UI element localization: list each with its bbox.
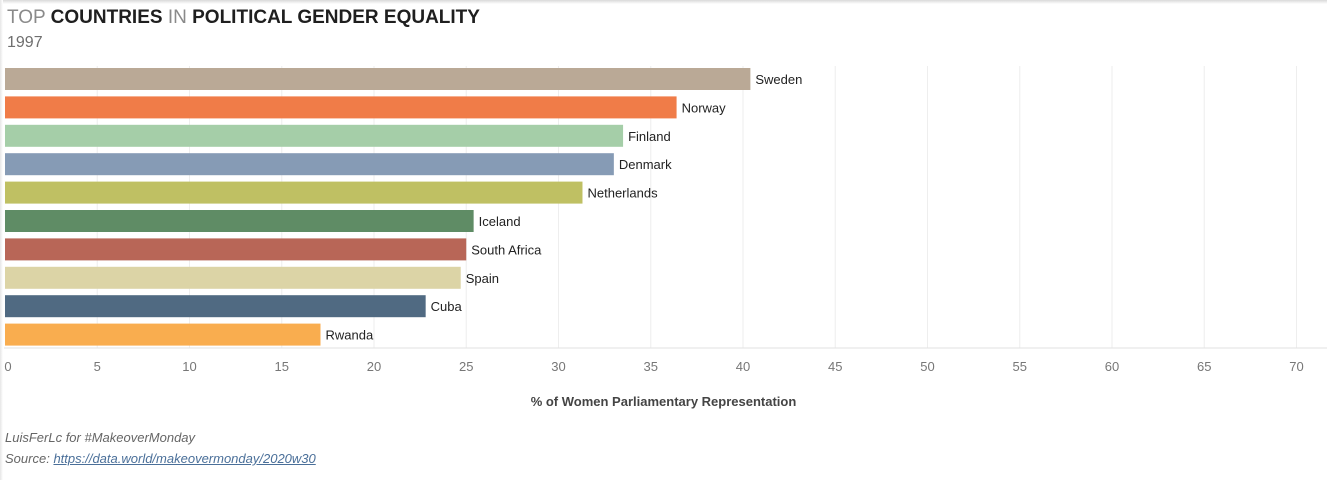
bar-label-spain: Spain — [466, 271, 499, 286]
bar-label-finland: Finland — [628, 129, 671, 144]
chart-title: TOP COUNTRIES IN POLITICAL GENDER EQUALI… — [7, 7, 480, 29]
x-tick-label: 60 — [1105, 359, 1119, 374]
bar-label-south-africa: South Africa — [471, 242, 542, 257]
title-word-in: IN — [167, 7, 187, 28]
source-link[interactable]: https://data.world/makeovermonday/2020w3… — [53, 451, 316, 466]
bar-iceland[interactable] — [5, 210, 474, 232]
x-tick-label: 70 — [1289, 359, 1303, 374]
bar-label-norway: Norway — [682, 100, 727, 115]
x-tick-label: 65 — [1197, 359, 1211, 374]
x-tick-label: 45 — [828, 359, 842, 374]
bar-label-rwanda: Rwanda — [325, 328, 373, 343]
bar-south-africa[interactable] — [5, 238, 467, 261]
left-shadow — [0, 0, 3, 480]
footer-source: Source: https://data.world/makeovermonda… — [5, 451, 316, 466]
x-tick-label: 35 — [644, 359, 658, 374]
bar-label-cuba: Cuba — [431, 299, 463, 314]
footer-credit: LuisFerLc for #MakeoverMonday — [5, 430, 196, 445]
bars — [5, 68, 751, 346]
source-label: Source: — [5, 451, 50, 466]
x-axis-ticks: 0 5 10 15 20 25 30 35 40 45 50 55 60 65 70 — [4, 359, 1303, 374]
x-tick-label: 25 — [459, 359, 473, 374]
x-tick-label: 40 — [736, 359, 750, 374]
bar-sweden[interactable] — [5, 68, 751, 90]
title-word-countries: COUNTRIES — [50, 7, 163, 28]
bar-label-denmark: Denmark — [619, 157, 672, 172]
bar-denmark[interactable] — [5, 153, 614, 176]
title-word-top: TOP — [7, 7, 46, 28]
bar-netherlands[interactable] — [5, 181, 583, 204]
bar-spain[interactable] — [5, 266, 461, 289]
x-axis-title: % of Women Parliamentary Representation — [530, 394, 797, 409]
x-tick-label: 55 — [1013, 359, 1027, 374]
x-tick-label: 30 — [551, 359, 565, 374]
top-shadow — [0, 0, 1327, 4]
bar-finland[interactable] — [5, 124, 624, 147]
x-tick-label: 50 — [920, 359, 934, 374]
bar-labels: Sweden Norway Finland Denmark Netherlands Ice… — [325, 72, 802, 343]
bar-norway[interactable] — [5, 96, 677, 119]
bar-label-iceland: Iceland — [479, 214, 521, 229]
bar-label-netherlands: Netherlands — [587, 186, 658, 201]
bar-cuba[interactable] — [5, 295, 426, 318]
x-tick-label: 20 — [367, 359, 381, 374]
bar-rwanda[interactable] — [5, 323, 321, 346]
x-tick-label: 0 — [4, 359, 11, 374]
x-tick-label: 15 — [275, 359, 289, 374]
title-word-equality: POLITICAL GENDER EQUALITY — [192, 7, 480, 28]
bar-label-sweden: Sweden — [755, 72, 802, 87]
x-tick-label: 10 — [182, 359, 196, 374]
chart-subtitle: 1997 — [7, 34, 43, 51]
x-tick-label: 5 — [94, 359, 101, 374]
